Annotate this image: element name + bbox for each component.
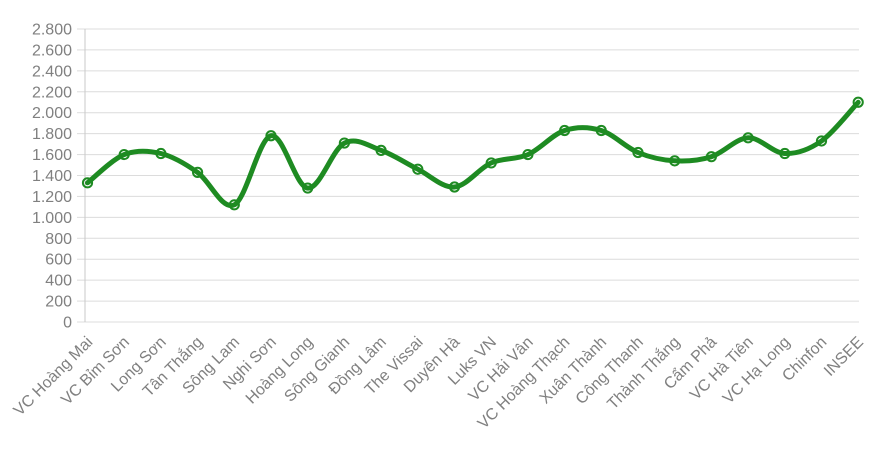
y-axis-tick-label: 1.000 [32,210,72,227]
y-axis-tick-label: 2.400 [32,63,72,80]
y-axis-tick-label: 1.200 [32,189,72,206]
data-point-marker [742,132,754,144]
y-axis-tick-label: 2.200 [32,84,72,101]
data-point-marker [669,155,681,167]
y-axis-tick-label: 1.400 [32,168,72,185]
data-point-marker [81,177,94,189]
data-point-marker [632,146,644,159]
data-point-marker [485,157,497,169]
data-point-marker [522,148,534,161]
y-axis-tick-label: 2.600 [32,42,72,59]
data-point-marker [559,124,571,137]
data-point-marker [118,148,130,161]
y-axis-tick-label: 400 [45,273,72,290]
y-axis-tick-label: 600 [45,252,72,269]
y-axis-tick-label: 1.800 [32,126,72,143]
data-point-marker [412,163,424,175]
y-axis-tick-label: 800 [45,231,72,248]
x-axis-category-label: INSEE [821,334,867,380]
y-axis-tick-label: 0 [63,315,72,332]
data-point-marker [705,151,718,163]
y-axis-tick-label: 2.800 [32,22,72,39]
y-axis-tick-label: 200 [45,294,72,311]
data-point-marker [815,135,828,147]
data-point-marker [338,137,350,149]
data-point-marker [852,96,864,108]
series-line [85,99,861,208]
data-point-marker [192,166,204,178]
data-point-marker [448,181,461,193]
y-axis-tick-label: 2.000 [32,105,72,122]
data-point-marker [228,199,240,211]
data-point-marker [779,147,791,160]
data-point-marker [302,182,314,194]
data-point-marker [375,144,387,156]
data-point-marker [595,124,607,137]
data-point-marker [265,130,277,142]
y-axis-tick-label: 1.600 [32,147,72,164]
data-point-marker [155,147,167,160]
